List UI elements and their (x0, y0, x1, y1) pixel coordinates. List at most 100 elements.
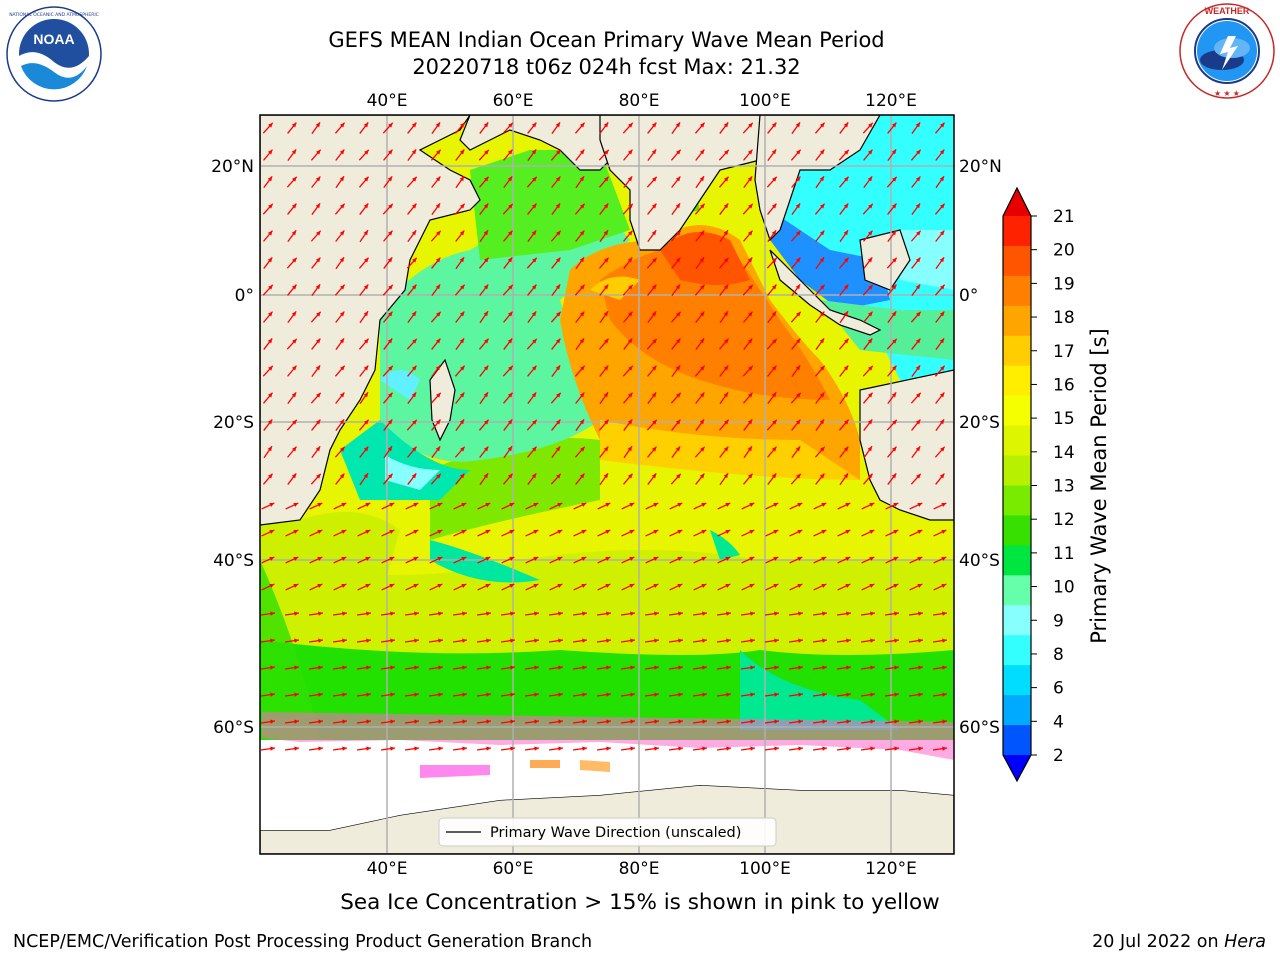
direction-arrow-head (507, 392, 513, 398)
direction-arrow-head (294, 719, 299, 724)
direction-arrow-head (387, 473, 393, 479)
direction-arrow-head (387, 257, 393, 263)
direction-arrow-head (581, 529, 587, 534)
direction-arrow-head (627, 392, 633, 398)
direction-arrow-head (316, 230, 321, 236)
direction-arrow-head (318, 692, 323, 697)
direction-arrow-head (843, 122, 849, 128)
direction-arrow-head (510, 665, 515, 670)
direction-arrow-head (390, 692, 395, 697)
direction-arrow-head (294, 746, 299, 751)
direction-arrow-head (267, 473, 273, 479)
direction-arrow-head (795, 203, 801, 209)
direction-arrow-head (630, 692, 635, 697)
direction-arrow-head (797, 583, 803, 588)
direction-arrow-head (412, 419, 417, 425)
direction-arrow-head (867, 473, 873, 479)
direction-arrow-head (459, 311, 465, 317)
direction-arrow-head (917, 502, 923, 507)
direction-arrow-head (723, 392, 729, 398)
map-title: GEFS MEAN Indian Ocean Primary Wave Mean… (328, 28, 885, 52)
direction-arrow-head (412, 338, 417, 344)
direction-arrow-head (749, 502, 755, 507)
colorbar-swatch (1003, 575, 1031, 606)
direction-arrow-head (459, 257, 465, 263)
direction-arrow-head (795, 176, 801, 182)
direction-arrow-head (365, 529, 371, 534)
direction-arrow-head (342, 746, 347, 751)
direction-arrow-head (508, 122, 513, 128)
direction-arrow-head (532, 419, 537, 425)
direction-arrow-head (459, 392, 465, 398)
direction-arrow-head (413, 529, 419, 534)
direction-arrow-head (579, 419, 585, 425)
direction-arrow-head (509, 556, 515, 561)
direction-arrow-head (558, 746, 563, 751)
direction-arrow-head (363, 392, 369, 398)
direction-arrow-head (579, 176, 585, 182)
direction-arrow-head (318, 611, 323, 616)
direction-arrow-head (507, 338, 513, 344)
direction-arrow-head (942, 692, 947, 697)
lon-tick-bottom: 100°E (739, 859, 791, 879)
direction-arrow-head (939, 419, 945, 425)
direction-arrow-head (940, 365, 945, 371)
direction-arrow-head (795, 365, 801, 371)
direction-arrow-head (677, 529, 683, 534)
direction-arrow-head (436, 230, 441, 236)
direction-arrow-head (843, 338, 849, 344)
direction-arrow-head (651, 230, 657, 236)
direction-arrow-head (318, 746, 323, 751)
direction-arrow-head (267, 419, 273, 425)
direction-arrow-head (558, 719, 563, 724)
direction-arrow-head (750, 665, 755, 670)
lat-tick-left: 20°N (211, 157, 254, 177)
direction-arrow-head (723, 257, 729, 263)
direction-arrow-head (891, 230, 897, 236)
direction-arrow-head (292, 176, 297, 182)
direction-arrow-head (918, 611, 923, 616)
direction-arrow-head (483, 473, 489, 479)
direction-arrow-head (845, 556, 851, 561)
colorbar-over-triangle (1003, 188, 1031, 216)
direction-arrow-head (819, 338, 825, 344)
lon-tick-bottom: 120°E (865, 859, 917, 879)
direction-arrow-head (531, 365, 537, 371)
direction-arrow-head (915, 203, 921, 209)
direction-arrow-head (822, 692, 827, 697)
direction-arrow-head (870, 638, 875, 643)
colorbar-swatch (1003, 305, 1031, 337)
direction-arrow-head (772, 176, 777, 182)
direction-arrow-head (894, 692, 899, 697)
direction-arrow-head (869, 583, 875, 588)
direction-arrow-head (411, 230, 417, 236)
direction-arrow-head (558, 665, 563, 670)
direction-arrow-head (341, 583, 347, 588)
direction-arrow-head (747, 176, 753, 182)
direction-arrow-head (771, 122, 777, 128)
direction-arrow-head (339, 122, 345, 128)
direction-arrow-head (316, 149, 321, 155)
direction-arrow-head (390, 665, 395, 670)
direction-arrow-head (893, 529, 899, 534)
direction-arrow-head (510, 611, 515, 616)
direction-arrow-head (387, 149, 393, 155)
direction-arrow-head (508, 203, 513, 209)
direction-arrow-head (462, 665, 467, 670)
direction-arrow-head (363, 257, 369, 263)
direction-arrow-head (292, 419, 297, 425)
direction-arrow-head (581, 502, 587, 507)
direction-arrow-head (819, 473, 825, 479)
lat-tick-left: 20°S (213, 413, 254, 433)
direction-arrow-head (437, 529, 443, 534)
direction-arrow-head (678, 665, 683, 670)
direction-arrow-head (843, 419, 849, 425)
colorbar: 21 20 19 18 17 16 15 14 13 12 11 10 9 8 6 4 2 (1002, 186, 1075, 783)
svg-text:WEATHER: WEATHER (1205, 6, 1250, 16)
direction-arrow-head (723, 419, 729, 425)
direction-arrow-head (437, 556, 443, 561)
direction-arrow-head (339, 473, 345, 479)
direction-arrow-head (819, 419, 825, 425)
direction-arrow-head (555, 203, 561, 209)
direction-arrow-head (822, 719, 827, 724)
